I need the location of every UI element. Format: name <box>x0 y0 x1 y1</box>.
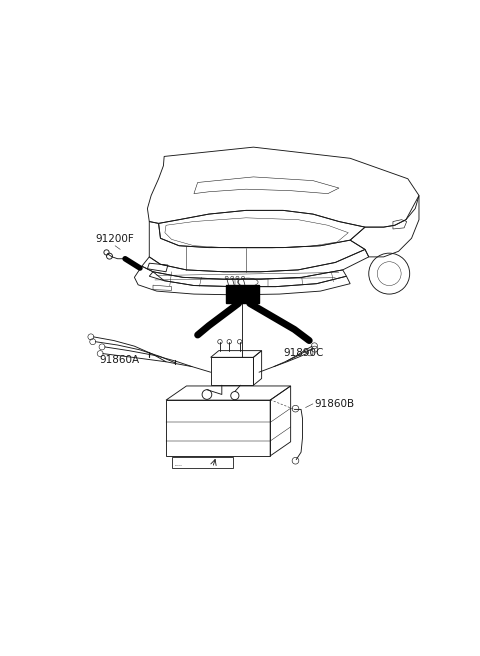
Text: REF.37-371: REF.37-371 <box>175 465 182 466</box>
Text: 91200F: 91200F <box>96 234 134 244</box>
Text: 91860A: 91860A <box>99 356 139 365</box>
Text: 91860B: 91860B <box>315 399 355 409</box>
Bar <box>172 457 233 468</box>
Polygon shape <box>226 285 259 303</box>
Text: 91890C: 91890C <box>283 348 324 358</box>
